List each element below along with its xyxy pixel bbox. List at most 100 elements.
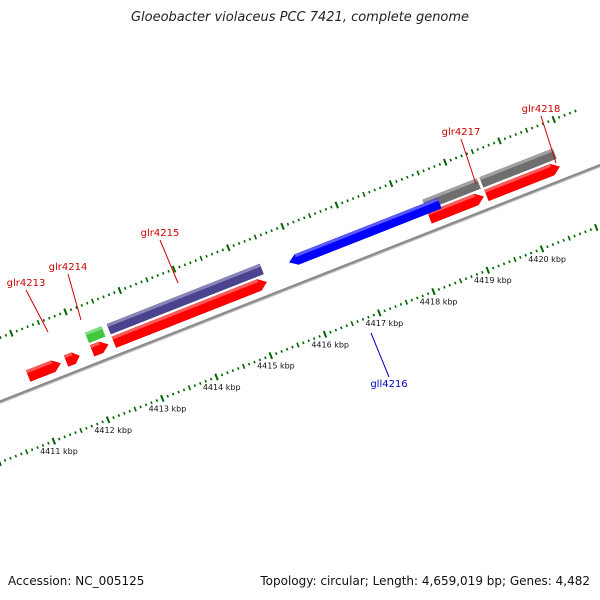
upper-tick <box>340 201 344 205</box>
feature-block <box>106 263 264 335</box>
forward-gene-arrow-highlight <box>63 352 73 359</box>
upper-tick <box>226 244 231 252</box>
genome-stats-text: Topology: circular; Length: 4,659,019 bp… <box>260 574 590 588</box>
lower-tick <box>340 326 343 330</box>
upper-tick <box>384 184 387 188</box>
kbp-scale-label: 4417 kbp <box>366 319 404 328</box>
lower-tick <box>562 238 565 242</box>
upper-tick <box>574 109 577 113</box>
upper-tick <box>551 115 556 124</box>
lower-tick <box>416 296 419 300</box>
upper-tick <box>20 327 24 331</box>
lower-tick <box>431 287 436 296</box>
upper-tick <box>259 233 263 237</box>
upper-tick <box>58 312 62 316</box>
lower-tick <box>253 360 256 364</box>
upper-tick <box>48 316 51 320</box>
kbp-scale-label: 4419 kbp <box>474 276 512 285</box>
upper-tick <box>547 120 550 124</box>
lower-tick <box>74 431 77 435</box>
lower-tick <box>410 298 414 302</box>
lower-tick <box>394 305 397 308</box>
upper-tick <box>140 280 143 284</box>
lower-tick <box>519 255 522 259</box>
upper-tick <box>0 336 2 339</box>
upper-tick <box>221 248 225 252</box>
lower-tick <box>361 317 365 321</box>
lower-tick <box>322 330 328 338</box>
upper-tick <box>183 263 187 267</box>
lower-tick <box>421 294 424 298</box>
forward-gene-arrow-body <box>427 193 484 224</box>
upper-tick <box>280 222 285 230</box>
lower-tick <box>464 277 468 281</box>
lower-tick <box>535 249 538 253</box>
lower-tick <box>112 416 115 420</box>
lower-tick <box>508 260 511 264</box>
feature-block-highlight <box>85 326 103 336</box>
lower-tick <box>237 367 240 370</box>
upper-tick <box>362 191 366 197</box>
lower-tick <box>318 334 321 338</box>
lower-tick <box>36 446 39 450</box>
lower-tick <box>443 285 446 289</box>
upper-tick <box>31 323 35 327</box>
lower-tick <box>90 424 93 428</box>
upper-tick <box>107 293 111 297</box>
upper-tick <box>443 158 448 166</box>
feature-block <box>479 148 557 188</box>
lower-tick <box>481 270 484 274</box>
kbp-scale-label: 4411 kbp <box>40 447 78 456</box>
lower-tick <box>291 345 294 349</box>
upper-tick <box>167 269 170 273</box>
lower-tick <box>367 315 370 319</box>
forward-gene-arrow-highlight <box>90 341 100 348</box>
lower-tick <box>242 363 246 369</box>
lower-tick <box>399 302 403 306</box>
reverse-gene-arrow-highlight <box>294 198 439 258</box>
upper-tick <box>134 282 138 286</box>
upper-tick <box>460 154 463 158</box>
lower-tick <box>426 292 430 296</box>
upper-tick <box>102 295 105 299</box>
lower-tick <box>51 437 57 445</box>
upper-tick <box>406 175 409 179</box>
lower-tick <box>214 373 219 381</box>
gene-leader-line <box>25 289 49 333</box>
lower-tick <box>502 262 506 266</box>
upper-tick <box>237 242 241 245</box>
kbp-scale-label: 4418 kbp <box>420 298 458 307</box>
upper-tick <box>368 190 371 194</box>
feature-block-highlight <box>106 263 261 327</box>
lower-tick <box>144 403 148 407</box>
lower-tick <box>117 414 121 417</box>
upper-tick <box>151 276 154 280</box>
gene-leader-line <box>460 138 477 185</box>
upper-tick <box>487 143 490 147</box>
lower-tick <box>9 456 12 460</box>
upper-tick <box>205 254 208 258</box>
forward-gene-arrow <box>63 352 80 367</box>
upper-tick <box>568 111 572 115</box>
upper-tick <box>129 284 132 288</box>
kbp-scale-label: 4412 kbp <box>94 426 132 435</box>
lower-tick <box>264 356 267 360</box>
lower-tick <box>584 230 587 234</box>
feature-block-body <box>479 148 557 188</box>
upper-tick <box>433 165 436 169</box>
upper-tick <box>243 239 246 243</box>
lower-tick <box>96 422 99 426</box>
lower-tick <box>20 452 23 456</box>
forward-gene-arrow-highlight <box>427 193 476 216</box>
upper-tick <box>476 147 480 151</box>
forward-gene-arrow-body <box>484 164 560 201</box>
forward-gene-arrow <box>111 279 267 348</box>
lower-tick <box>329 330 332 334</box>
lower-tick <box>166 394 169 398</box>
lower-tick <box>30 448 34 452</box>
lower-tick <box>296 342 300 348</box>
upper-tick <box>297 218 300 222</box>
gene-leader-line <box>159 239 179 284</box>
upper-tick <box>503 137 507 141</box>
upper-tick <box>373 188 376 192</box>
